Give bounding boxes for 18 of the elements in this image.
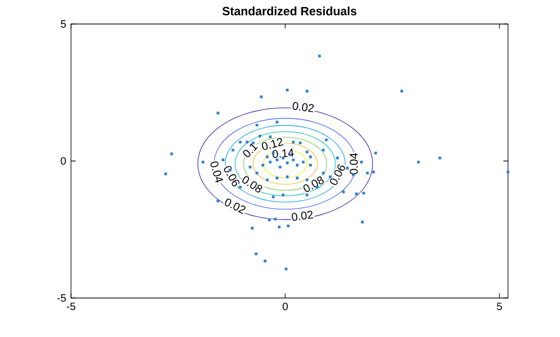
y-tick-label: 5 [60, 20, 66, 28]
annotation: 0.08 [242, 176, 262, 193]
annotation: 0.02 [224, 198, 246, 214]
x-tick-label: -5 [66, 302, 76, 310]
annotation: 0.04 [210, 161, 224, 183]
annotation: 0.02 [292, 210, 314, 221]
y-tick-label: 0 [60, 157, 66, 165]
x-tick-label: 5 [496, 302, 502, 310]
annotation: 0.06 [330, 164, 345, 185]
y-tick-label: -5 [57, 294, 66, 302]
x-tick-label: 0 [282, 302, 288, 310]
annotation: 0.06 [224, 166, 240, 186]
annotation: 0.08 [303, 176, 324, 192]
chart-title: Standardized Residuals [222, 6, 356, 16]
annotation: 0.1 [243, 143, 258, 157]
annotation: 0.12 [262, 138, 284, 150]
annotation: 0.04 [350, 153, 358, 174]
annotation: 0.02 [292, 102, 314, 112]
